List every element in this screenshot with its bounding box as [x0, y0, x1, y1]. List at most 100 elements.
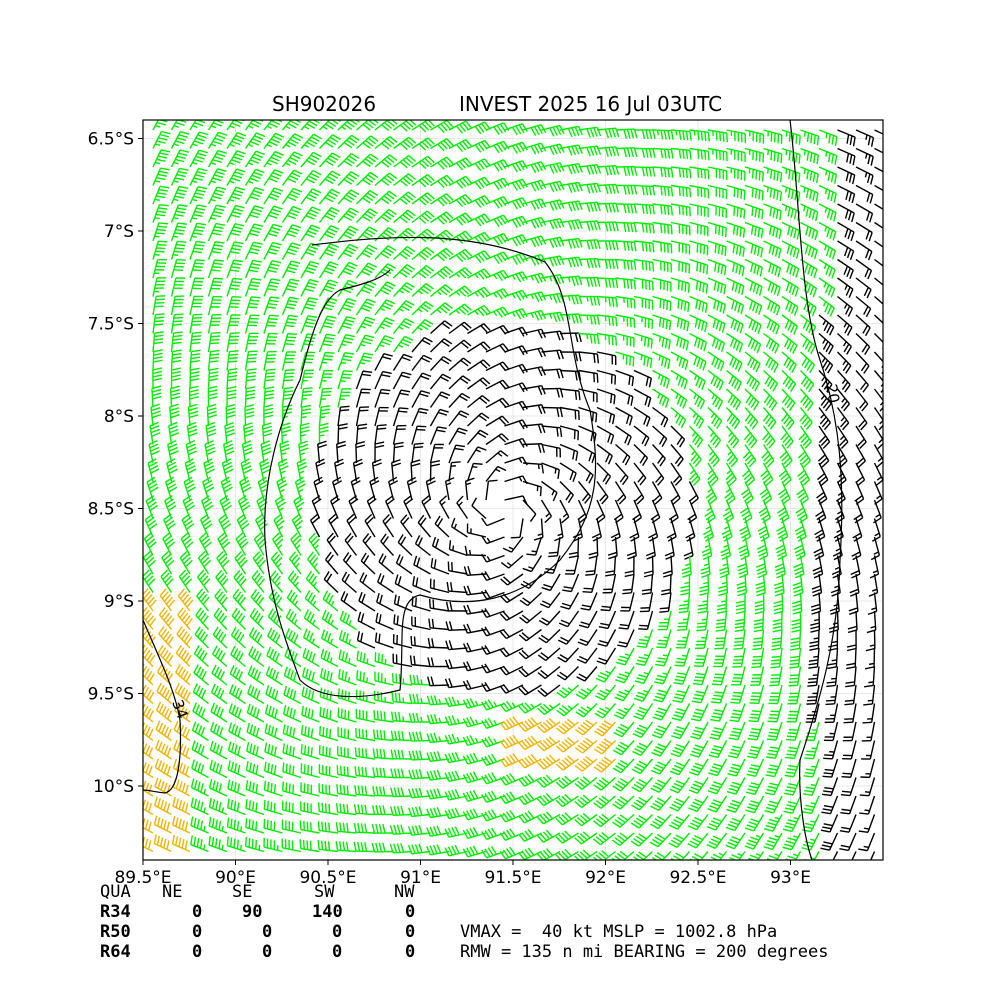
- wind-barb: [328, 513, 339, 538]
- wind-barb: [615, 406, 633, 426]
- wind-barb: [293, 495, 305, 519]
- wind-barb: [651, 462, 665, 486]
- wind-barb: [722, 499, 735, 524]
- wind-barb: [670, 147, 692, 160]
- wind-barb: [280, 422, 291, 445]
- wind-barb: [389, 805, 413, 817]
- wind-barb: [430, 266, 454, 280]
- wind-barb: [169, 403, 180, 427]
- row-label: R50: [100, 922, 131, 942]
- wind-barb: [612, 795, 635, 810]
- wind-barb: [192, 702, 209, 723]
- wind-barb: [630, 814, 653, 829]
- wind-barb: [241, 440, 253, 464]
- wind-barb: [485, 465, 507, 482]
- wind-barb: [448, 410, 470, 427]
- wind-barb: [170, 204, 188, 223]
- wind-barb: [281, 169, 303, 186]
- wind-barb: [244, 314, 260, 334]
- wind-barb: [541, 236, 565, 249]
- wind-barb: [780, 425, 794, 449]
- wind-barb: [337, 370, 353, 390]
- wind-barb: [861, 721, 876, 742]
- wind-barb: [748, 703, 765, 723]
- wind-barb: [707, 407, 723, 430]
- wind-barb: [263, 404, 274, 427]
- wind-barb: [281, 205, 302, 223]
- wind-barb: [757, 518, 770, 542]
- wind-barb: [873, 481, 883, 505]
- wind-barb: [799, 388, 814, 412]
- wind-barb: [393, 245, 416, 261]
- wind-barb: [382, 514, 395, 538]
- wind-barb: [652, 351, 671, 369]
- wind-barb: [337, 726, 357, 742]
- wind-barb: [615, 666, 635, 684]
- wind-barb: [158, 607, 175, 630]
- wind-barb: [499, 809, 524, 823]
- wind-barb: [808, 647, 820, 669]
- wind-barb: [374, 136, 398, 150]
- wind-barb: [673, 666, 691, 685]
- wind-barb: [355, 226, 378, 242]
- wind-barb: [689, 295, 708, 313]
- wind-barb: [578, 295, 601, 306]
- wind-barb: [175, 645, 192, 668]
- wind-barb: [685, 518, 696, 542]
- wind-barb: [430, 338, 453, 353]
- wind-barb: [485, 397, 510, 409]
- wind-barb: [697, 592, 709, 614]
- wind-barb: [212, 626, 228, 649]
- wind-barb: [462, 808, 487, 821]
- wind-barb: [800, 258, 818, 279]
- wind-barb: [417, 514, 432, 538]
- wind-barb: [652, 277, 672, 292]
- wind-barb: [652, 332, 671, 350]
- wind-barb: [337, 261, 358, 279]
- wind-barb: [374, 424, 387, 445]
- wind-barb: [263, 296, 280, 316]
- wind-barb: [709, 721, 728, 740]
- wind-barb: [631, 795, 654, 811]
- vmax-mslp-info: VMAX = 40 kt MSLP = 1002.8 hPa: [460, 922, 778, 942]
- wind-barb: [707, 240, 727, 257]
- wind-barb: [559, 443, 579, 461]
- wind-barb: [226, 120, 245, 131]
- wind-barb: [430, 156, 454, 170]
- wind-barb: [273, 513, 285, 538]
- wind-barb: [170, 120, 187, 131]
- wind-barb: [244, 259, 262, 279]
- wind-barb: [683, 536, 694, 560]
- wind-barb: [167, 439, 179, 464]
- cell-nw: 0: [405, 922, 416, 942]
- wind-barb: [244, 120, 264, 131]
- wind-barb: [210, 702, 228, 723]
- wind-barb: [707, 777, 728, 795]
- wind-barb: [574, 831, 598, 845]
- wind-barb: [556, 666, 579, 681]
- wind-barb: [633, 684, 654, 703]
- wind-barb: [389, 843, 413, 854]
- wind-barb: [253, 532, 267, 556]
- wind-barb: [562, 573, 580, 593]
- wind-barb: [815, 499, 827, 524]
- wind-barb: [226, 168, 246, 186]
- wind-barb: [738, 536, 750, 561]
- wind-barb: [374, 388, 391, 408]
- wind-barb: [874, 295, 883, 305]
- wind-barb: [395, 554, 413, 575]
- wind-barb: [763, 314, 780, 335]
- wind-barb: [504, 363, 528, 374]
- wind-barb: [518, 684, 542, 696]
- wind-barb: [170, 149, 190, 168]
- wind-barb: [152, 149, 171, 168]
- wind-barb: [689, 277, 709, 294]
- wind-barb: [668, 814, 691, 830]
- x-tick-label: 91°E: [400, 868, 441, 888]
- wind-barb: [392, 300, 415, 316]
- wind-barb: [320, 629, 339, 649]
- wind-barb: [855, 314, 871, 337]
- wind-barb: [226, 368, 238, 390]
- wind-barb: [823, 721, 839, 742]
- wind-barb: [411, 192, 435, 206]
